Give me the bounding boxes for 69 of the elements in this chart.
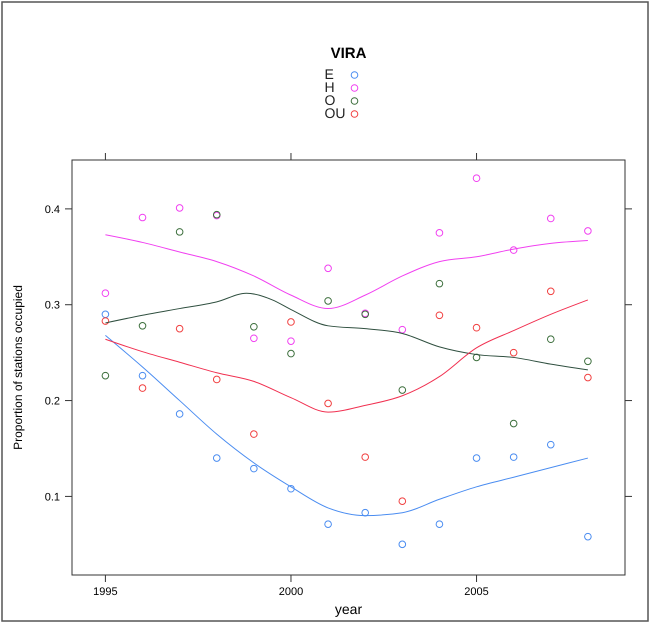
point (324, 297, 332, 305)
point (102, 317, 110, 325)
point (176, 204, 184, 212)
point (287, 337, 295, 345)
legend-label: OU (324, 105, 346, 121)
legend-label: O (324, 92, 336, 108)
point (324, 264, 332, 272)
point (176, 410, 184, 418)
point (436, 311, 444, 320)
x-tick-label: 1995 (93, 586, 118, 598)
point (510, 348, 518, 356)
point (102, 372, 110, 380)
x-tick-label: 2000 (278, 586, 304, 598)
point (176, 228, 184, 236)
point (510, 246, 518, 254)
line-series (104, 299, 588, 413)
legend-label: H (324, 79, 335, 95)
point (510, 453, 518, 461)
line-series (104, 234, 588, 310)
point (584, 357, 592, 366)
point (287, 350, 295, 358)
legend-label: E (324, 66, 334, 82)
point (138, 372, 146, 380)
point (546, 440, 555, 448)
point (398, 540, 406, 548)
line-series (104, 334, 588, 516)
point (250, 464, 258, 472)
point (138, 322, 146, 330)
y-axis-title: Proportion of stations occupied (11, 285, 25, 450)
point (398, 497, 406, 505)
point (398, 326, 406, 334)
y-tick-label: 0.3 (44, 300, 60, 312)
y-tick-label: 0.2 (44, 396, 60, 408)
point (212, 376, 221, 384)
point (472, 354, 480, 362)
point (472, 324, 480, 332)
point (250, 430, 258, 438)
point (436, 280, 444, 288)
point (102, 289, 110, 298)
point (584, 374, 592, 382)
y-tick-label: 0.1 (44, 491, 60, 504)
point (472, 174, 480, 182)
point (398, 386, 406, 394)
point (546, 335, 555, 344)
point (287, 318, 295, 326)
x-axis-title: year (334, 601, 362, 617)
point (287, 484, 295, 493)
y-tick-label: 0.4 (44, 204, 60, 216)
point (584, 532, 592, 540)
point (324, 400, 332, 408)
point (138, 214, 146, 222)
point (324, 520, 332, 528)
point (546, 288, 555, 296)
point (436, 229, 444, 237)
point (138, 384, 146, 392)
point (250, 334, 258, 342)
point (102, 310, 110, 318)
point (546, 214, 555, 222)
x-tick-label: 2005 (464, 586, 489, 598)
legend-title: VIRA (330, 45, 367, 62)
point (436, 520, 444, 528)
point (510, 420, 518, 428)
point (250, 322, 258, 331)
point (472, 454, 480, 462)
point (361, 508, 369, 516)
point (584, 227, 592, 235)
point (212, 454, 221, 462)
point (176, 324, 184, 332)
point (361, 453, 369, 461)
